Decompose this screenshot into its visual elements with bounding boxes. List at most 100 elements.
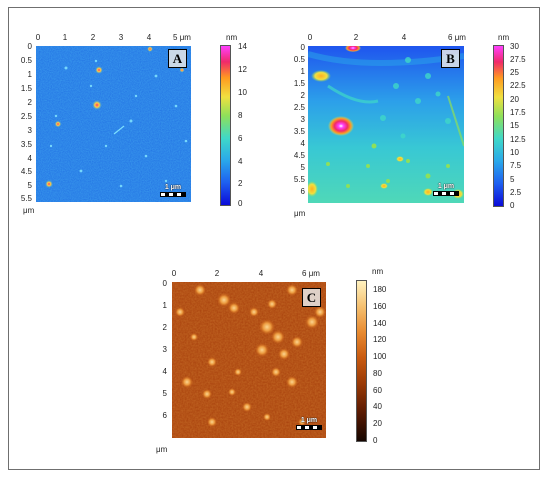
colorbar-unit: nm xyxy=(372,267,384,276)
x-tick: 2 xyxy=(90,33,96,42)
colorbar-unit: nm xyxy=(498,33,510,42)
scale-bar-ruler xyxy=(433,191,459,196)
axis-unit: μm xyxy=(294,209,306,218)
x-tick: 4 xyxy=(146,33,152,42)
colorbar-tick: 12 xyxy=(238,65,247,74)
y-tick: 3 xyxy=(162,345,167,354)
y-tick: 2 xyxy=(300,91,305,100)
x-tick: 2 xyxy=(353,33,359,42)
colorbar-tick: 27.5 xyxy=(510,55,526,64)
y-tick: 5.5 xyxy=(293,175,305,184)
colorbar-tick: 60 xyxy=(373,386,382,395)
y-tick: 5 xyxy=(27,181,32,190)
x-tick: 4 xyxy=(401,33,407,42)
x-tick: 3 xyxy=(118,33,124,42)
scale-bar-label: 1 μm xyxy=(300,417,318,424)
colorbar-unit: nm xyxy=(226,33,238,42)
y-tick: 5 xyxy=(162,389,167,398)
y-tick: 5.5 xyxy=(20,194,32,203)
colorbar-tick: 15 xyxy=(510,121,519,130)
axis-unit: μm xyxy=(156,445,168,454)
x-tick: 0 xyxy=(35,33,41,42)
scale-bar-label: 1 μm xyxy=(164,184,182,191)
colorbar-tick: 25 xyxy=(510,68,519,77)
scale-bar-label: 1 μm xyxy=(437,183,455,190)
y-tick: 3 xyxy=(300,115,305,124)
colorbar-tick: 40 xyxy=(373,402,382,411)
y-tick: 1.5 xyxy=(20,84,32,93)
y-tick: 4.5 xyxy=(20,167,32,176)
colorbar-tick: 30 xyxy=(510,42,519,51)
y-tick: 0.5 xyxy=(20,56,32,65)
y-tick: 0 xyxy=(300,43,305,52)
colorbar-tick: 20 xyxy=(510,95,519,104)
y-tick: 1 xyxy=(162,301,167,310)
colorbar-tick: 4 xyxy=(238,157,243,166)
x-tick: 1 xyxy=(62,33,68,42)
y-tick: 4.5 xyxy=(293,151,305,160)
afm-image-c xyxy=(172,282,326,438)
colorbar-tick: 160 xyxy=(373,302,387,311)
colorbar-tick: 22.5 xyxy=(510,81,526,90)
scale-bar-ruler xyxy=(160,192,186,197)
colorbar-tick: 10 xyxy=(238,88,247,97)
x-tick: 6 μm xyxy=(448,33,466,42)
colorbar-tick: 0 xyxy=(238,199,243,208)
y-tick: 2 xyxy=(27,98,32,107)
y-tick: 4 xyxy=(27,154,32,163)
panel-label: A xyxy=(168,49,187,68)
scale-bar: 1 μm xyxy=(433,183,459,196)
scale-bar: 1 μm xyxy=(160,184,186,197)
y-tick: 0 xyxy=(162,279,167,288)
colorbar xyxy=(220,45,231,206)
y-tick: 4 xyxy=(162,367,167,376)
colorbar-tick: 6 xyxy=(238,134,243,143)
x-tick: 4 xyxy=(258,269,264,278)
figure-frame xyxy=(8,7,540,470)
axis-unit: μm xyxy=(23,206,35,215)
y-tick: 3.5 xyxy=(20,140,32,149)
colorbar-tick: 100 xyxy=(373,352,387,361)
colorbar-tick: 140 xyxy=(373,319,387,328)
y-tick: 5 xyxy=(300,163,305,172)
afm-image-b xyxy=(308,46,464,203)
colorbar-tick: 7.5 xyxy=(510,161,522,170)
colorbar-tick: 80 xyxy=(373,369,382,378)
x-tick: 0 xyxy=(307,33,313,42)
colorbar-tick: 14 xyxy=(238,42,247,51)
x-tick: 2 xyxy=(214,269,220,278)
x-tick: 6 μm xyxy=(302,269,320,278)
y-tick: 6 xyxy=(300,187,305,196)
y-tick: 6 xyxy=(162,411,167,420)
y-tick: 3.5 xyxy=(293,127,305,136)
colorbar-tick: 12.5 xyxy=(510,135,526,144)
y-tick: 0.5 xyxy=(293,55,305,64)
x-tick: 0 xyxy=(171,269,177,278)
y-tick: 1 xyxy=(27,70,32,79)
scale-bar: 1 μm xyxy=(296,417,322,430)
colorbar-tick: 120 xyxy=(373,335,387,344)
y-tick: 0 xyxy=(27,42,32,51)
colorbar-tick: 20 xyxy=(373,419,382,428)
y-tick: 2.5 xyxy=(293,103,305,112)
colorbar-tick: 8 xyxy=(238,111,243,120)
colorbar-tick: 2.5 xyxy=(510,188,522,197)
colorbar-tick: 0 xyxy=(510,201,515,210)
x-tick: 5 μm xyxy=(173,33,191,42)
colorbar-tick: 0 xyxy=(373,436,378,445)
colorbar-tick: 2 xyxy=(238,179,243,188)
colorbar xyxy=(356,280,367,442)
y-tick: 2.5 xyxy=(20,112,32,121)
colorbar-tick: 180 xyxy=(373,285,387,294)
scale-bar-ruler xyxy=(296,425,322,430)
afm-image-a xyxy=(36,46,191,202)
y-tick: 3 xyxy=(27,126,32,135)
y-tick: 4 xyxy=(300,139,305,148)
panel-label: B xyxy=(441,49,460,68)
y-tick: 1 xyxy=(300,67,305,76)
colorbar xyxy=(493,45,504,207)
y-tick: 1.5 xyxy=(293,79,305,88)
colorbar-tick: 17.5 xyxy=(510,108,526,117)
colorbar-tick: 10 xyxy=(510,148,519,157)
colorbar-tick: 5 xyxy=(510,175,515,184)
